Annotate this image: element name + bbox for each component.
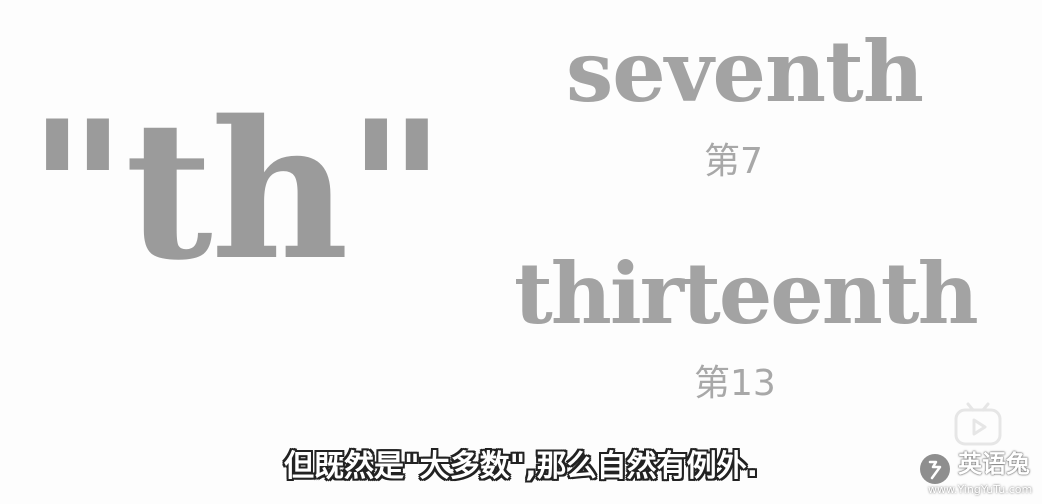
example-word-thirteenth: thirteenth: [514, 244, 979, 343]
bilibili-tv-icon: [954, 402, 1002, 446]
watermark: 英语兔 www.YingYuTu.com: [918, 452, 1036, 498]
watermark-name: 英语兔: [958, 450, 1030, 478]
example-translation-thirteenth: 第13: [694, 363, 776, 404]
example-word-seventh: seventh: [566, 22, 924, 121]
subtitle: 但既然是"大多数",那么自然有例外.: [283, 449, 759, 484]
suffix-heading: "th": [28, 79, 446, 302]
example-translation-seventh: 第7: [704, 141, 763, 182]
rabbit-logo-icon: [920, 454, 950, 484]
watermark-url: www.YingYuTu.com: [928, 483, 1033, 496]
